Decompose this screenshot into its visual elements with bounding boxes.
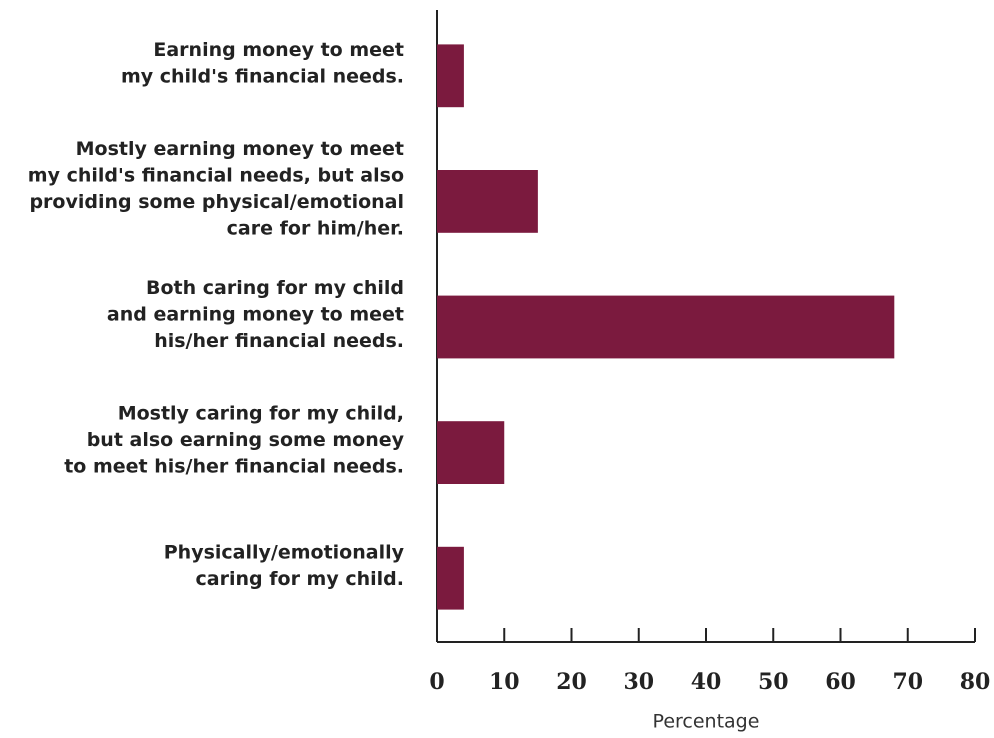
bar [437,421,505,484]
category-label: Both caring for my child [146,277,404,299]
x-tick-label: 30 [623,669,654,695]
x-tick-label: 0 [429,669,444,695]
bar [437,170,538,233]
category-label: Mostly earning money to meet [76,138,404,160]
category-label: his/her financial needs. [154,330,404,352]
category-label: Earning money to meet [153,39,404,61]
category-label: my child's financial needs. [121,66,404,88]
category-label: care for him/her. [227,218,404,240]
bar [437,44,464,108]
category-label: my child's financial needs, but also [28,165,404,187]
category-label: caring for my child. [196,568,404,590]
category-label: Mostly caring for my child, [118,403,404,425]
x-tick-label: 70 [892,669,923,695]
category-label: but also earning some money [87,429,405,451]
category-label: Physically/emotionally [164,541,405,563]
x-tick-label: 80 [960,669,991,695]
x-axis-label: Percentage [653,711,760,733]
category-label: and earning money to meet [107,304,404,326]
x-tick-label: 20 [556,669,587,695]
x-tick-label: 10 [489,669,520,695]
bar [437,546,464,610]
category-label: providing some physical/emotional [29,191,404,213]
bar [437,295,895,359]
category-label: to meet his/her financial needs. [64,456,404,478]
x-tick-label: 50 [758,669,789,695]
x-tick-label: 60 [825,669,856,695]
x-tick-label: 40 [691,669,722,695]
